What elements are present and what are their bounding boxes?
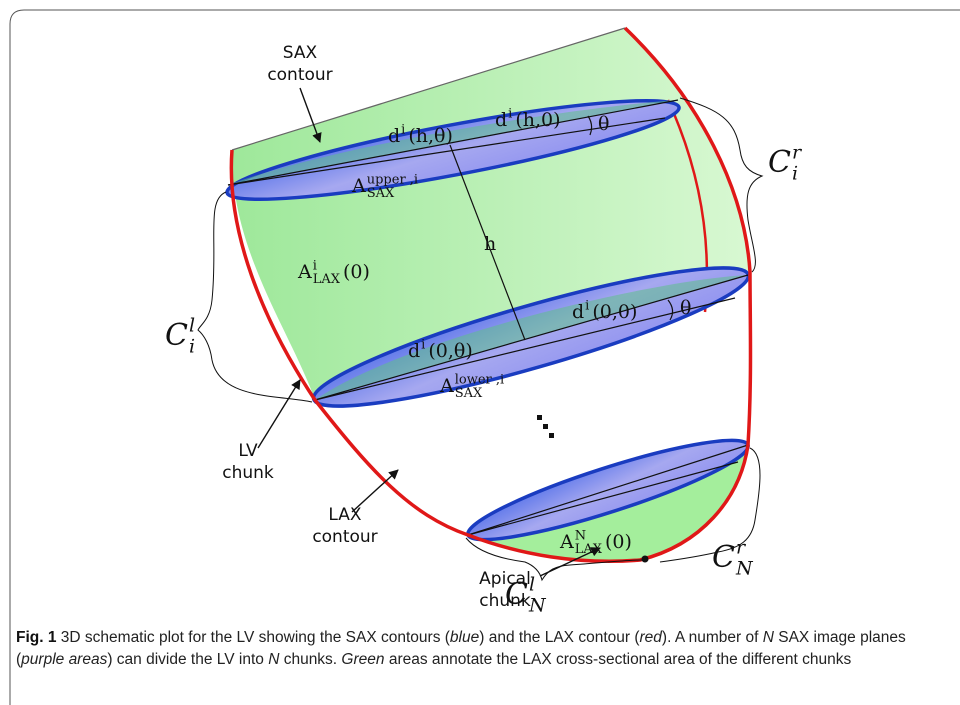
math-sub: SAX — [455, 386, 483, 401]
math-label: h — [484, 233, 496, 255]
math-label: A — [297, 261, 312, 283]
caption-segment: purple areas — [21, 651, 107, 668]
math-sub: SAX — [367, 186, 395, 201]
math-sub: N — [735, 558, 754, 580]
annotation: contour — [312, 527, 377, 547]
math-label: θ — [680, 297, 691, 319]
caption-segment: ) can divide the LV into — [107, 651, 268, 668]
caption-segment: N — [763, 629, 774, 646]
math-label: C — [165, 318, 188, 353]
caption-segment: N — [268, 651, 279, 668]
math-rest: (0,θ) — [428, 340, 472, 362]
math-rest: (0) — [605, 531, 632, 553]
caption-segment: chunks. — [279, 651, 341, 668]
math-label: d — [495, 109, 507, 131]
math-label: d — [572, 301, 584, 323]
page: {"figure": { "labels": { "sax_contour": … — [0, 0, 960, 705]
math-label: C — [505, 577, 528, 612]
caption-segment: ) and the LAX contour ( — [479, 629, 639, 646]
math-sub: LAX — [313, 272, 341, 287]
math-sup: i — [508, 106, 512, 121]
caption-segment: areas annotate the LAX cross-sectional a… — [385, 651, 852, 668]
math-label: C — [768, 145, 791, 180]
caption-label: Fig. 1 — [16, 629, 56, 646]
annotation: contour — [267, 65, 332, 85]
apex-point — [642, 556, 649, 563]
math-rest: (h,θ) — [408, 125, 453, 147]
math-sup: l — [189, 315, 195, 337]
annotation: chunk — [222, 463, 274, 483]
annotation: SAX — [283, 43, 318, 63]
math-rest: (h,0) — [515, 109, 560, 131]
caption-segment: 3D schematic plot for the LV showing the… — [56, 629, 449, 646]
math-sub: i — [792, 163, 798, 185]
math-rest: (0) — [343, 261, 370, 283]
math-label: A — [439, 375, 454, 397]
math-sup: i — [585, 298, 589, 313]
math-label: A — [351, 175, 366, 197]
caption-segment: ). A number of — [662, 629, 763, 646]
math-label: θ — [598, 113, 609, 135]
caption-segment: red — [640, 629, 662, 646]
math-sub: N — [528, 595, 547, 617]
math-label: C — [712, 540, 735, 575]
figure: SAXcontourdi(h,θ)di(h,0)θCriAupper ,iSAX… — [0, 0, 960, 705]
math-rest: (0,0) — [592, 301, 637, 323]
caption-segment: blue — [450, 629, 479, 646]
math-sup: r — [792, 142, 803, 164]
caption-segment: Green — [341, 651, 384, 668]
math-sub: LAX — [575, 542, 603, 557]
math-sup: l — [529, 574, 535, 596]
math-sup: i — [421, 337, 425, 352]
caption: Fig. 1 3D schematic plot for the LV show… — [16, 627, 946, 671]
annotation: LV — [238, 441, 258, 461]
math-label: A — [559, 531, 574, 553]
caption-text: 3D schematic plot for the LV showing the… — [16, 629, 906, 668]
annotation: LAX — [328, 505, 361, 525]
math-label: d — [408, 340, 420, 362]
math-sup: r — [736, 537, 747, 559]
math-sub: i — [189, 336, 195, 358]
ellipsis-dots — [537, 415, 554, 438]
math-label: d — [388, 125, 400, 147]
math-sup: i — [401, 122, 405, 137]
